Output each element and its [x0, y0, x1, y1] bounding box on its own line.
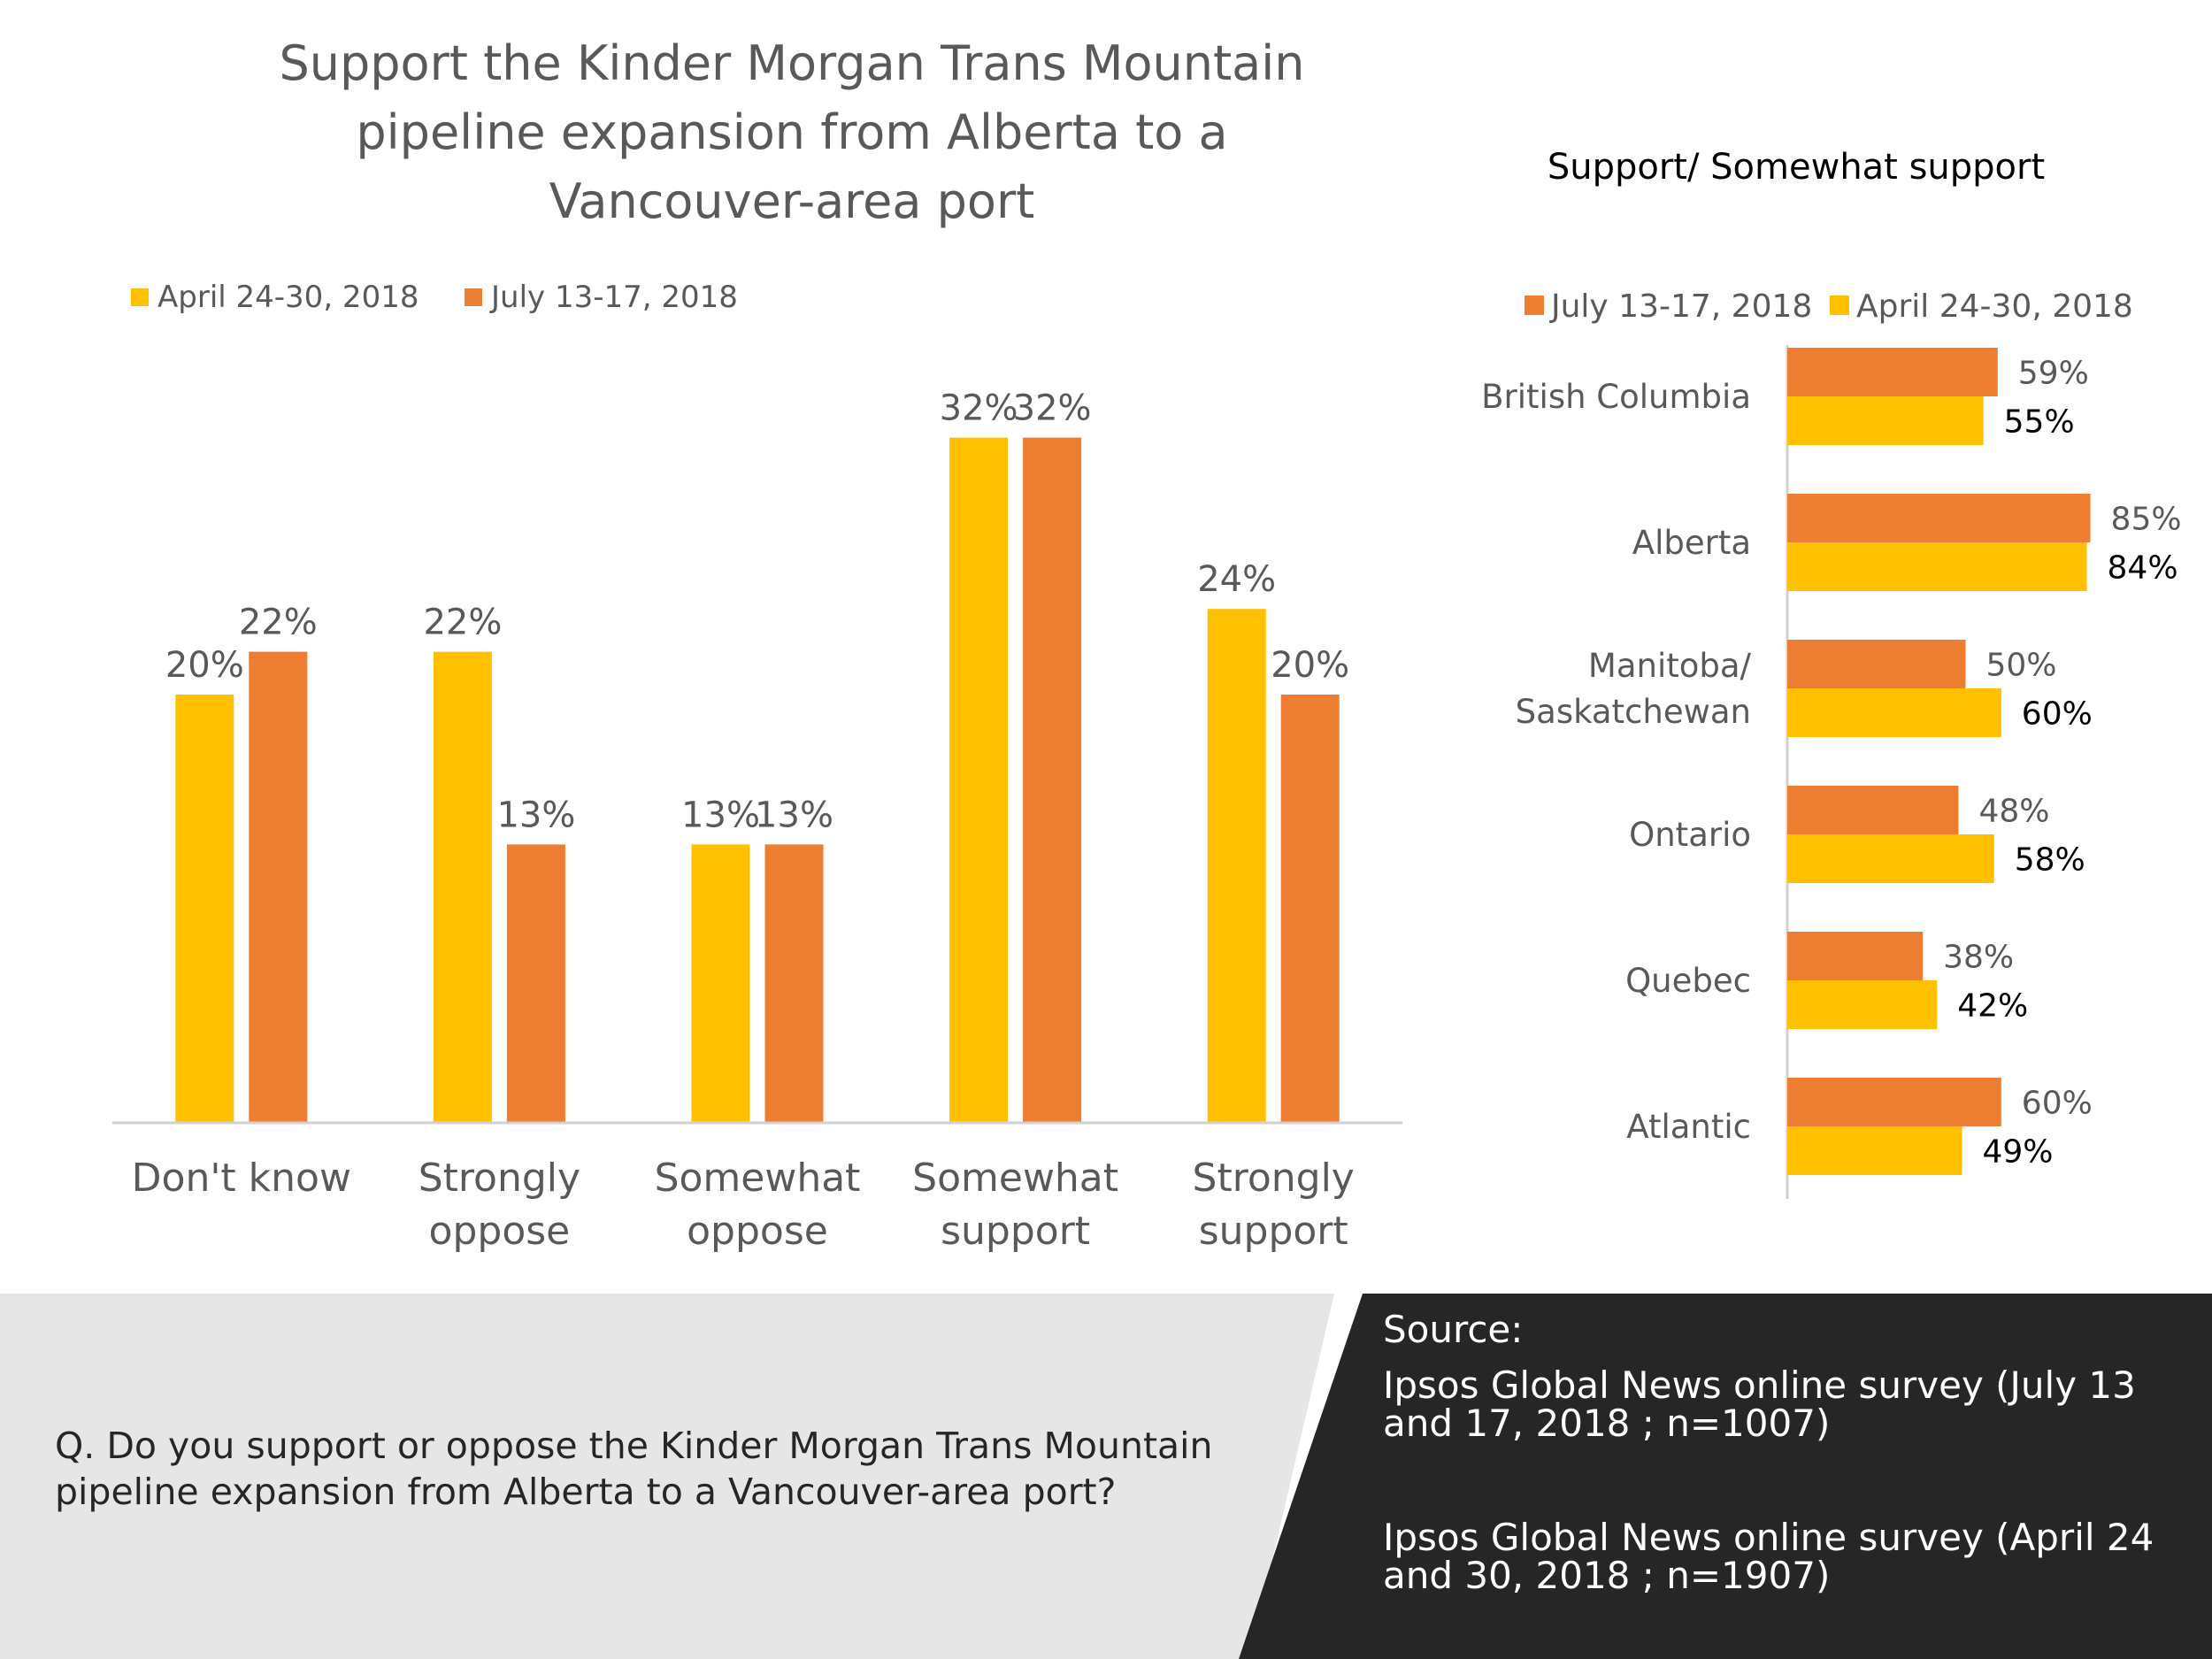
region-data-label-july-3: 48%: [1978, 794, 2049, 830]
region-data-label-july-5: 60%: [2022, 1086, 2093, 1122]
region-data-label-april-2: 60%: [2022, 696, 2093, 733]
region-bar-july-1: [1787, 494, 2091, 542]
main-column-chart: Support the Kinder Morgan Trans Mountain…: [112, 35, 1402, 1254]
bar-april-1: [433, 651, 492, 1123]
region-data-label-july-4: 38%: [1943, 940, 2014, 976]
bar-april-2: [691, 844, 750, 1123]
region-label-5-0: Atlantic: [1626, 1108, 1751, 1146]
region-data-label-july-1: 85%: [2111, 502, 2182, 538]
region-bar-july-3: [1787, 786, 1959, 834]
region-data-label-april-1: 84%: [2108, 550, 2178, 587]
legend-swatch-april: [131, 288, 149, 306]
region-data-label-april-3: 58%: [2015, 842, 2085, 879]
region-bar-chart: Support/ Somewhat support July 13-17, 20…: [1481, 147, 2182, 1199]
region-bar-april-0: [1787, 396, 1984, 445]
region-bar-april-1: [1787, 542, 2087, 591]
data-label-july-1: 13%: [496, 795, 575, 835]
region-bar-april-3: [1787, 834, 1994, 883]
region-bar-april-5: [1787, 1126, 1962, 1175]
legend-label-july: July 13-17, 2018: [489, 280, 738, 315]
data-label-april-3: 32%: [940, 388, 1018, 429]
data-label-july-3: 32%: [1013, 388, 1092, 429]
data-label-april-1: 22%: [423, 603, 502, 643]
region-legend-swatch-april: [1830, 296, 1849, 315]
bar-july-3: [1023, 437, 1082, 1124]
region-bar-july-0: [1787, 348, 1998, 396]
bar-july-4: [1280, 695, 1340, 1123]
category-label-3-1: support: [941, 1209, 1090, 1254]
data-label-april-0: 20%: [165, 645, 244, 686]
region-bar-july-4: [1787, 932, 1924, 980]
category-labels: Don't know Strongly oppose Somewhat oppose So…: [132, 1156, 1355, 1254]
legend-label-april: April 24-30, 2018: [157, 280, 419, 315]
category-label-1-1: oppose: [429, 1209, 571, 1254]
region-label-0-0: British Columbia: [1481, 378, 1751, 416]
column-bars: 20%22% 22%13% 13%13%32%32%24%20%: [165, 388, 1349, 1124]
chart-title-line-1: Support the Kinder Morgan Trans Mountain: [280, 35, 1305, 91]
bar-july-1: [506, 844, 565, 1123]
region-bar-april-2: [1787, 688, 2001, 737]
source-heading: Source:: [1383, 1308, 1523, 1351]
region-data-label-july-0: 59%: [2018, 356, 2089, 392]
region-label-2-0: Manitoba/: [1588, 647, 1752, 685]
region-chart-legend: July 13-17, 2018 April 24-30, 2018: [1525, 288, 2133, 325]
footer-question-panel: [0, 1294, 1334, 1659]
category-label-1-0: Strongly: [419, 1156, 580, 1201]
chart-legend: April 24-30, 2018 July 13-17, 2018: [131, 280, 738, 315]
bar-april-0: [175, 695, 234, 1123]
region-bars: 59% 55% 85% 84% 50% 60% 48% 58% 38% 42% 60% 49%: [1787, 348, 2182, 1175]
source-2-line-1: Ipsos Global News online survey (April 2…: [1383, 1516, 2154, 1559]
region-chart-title: Support/ Somewhat support: [1548, 147, 2045, 188]
region-data-label-july-2: 50%: [1986, 648, 2057, 684]
region-data-label-april-0: 55%: [2004, 404, 2075, 441]
source-1-line-2: and 17, 2018 ; n=1007): [1383, 1402, 1830, 1445]
region-legend-label-april: April 24-30, 2018: [1856, 288, 2133, 325]
region-data-label-april-5: 49%: [1982, 1134, 2053, 1171]
region-bar-july-2: [1787, 640, 1966, 688]
bar-july-2: [764, 844, 824, 1123]
data-label-april-2: 13%: [681, 795, 760, 835]
question-line-1: Q. Do you support or oppose the Kinder M…: [55, 1425, 1213, 1467]
region-label-1-0: Alberta: [1632, 524, 1751, 562]
category-label-2-1: oppose: [687, 1209, 828, 1254]
category-label-4-0: Strongly: [1193, 1156, 1355, 1201]
region-label-2-1: Saskatchewan: [1516, 693, 1751, 731]
category-label-4-1: support: [1199, 1209, 1348, 1254]
footer-source-panel: [1239, 1294, 2212, 1659]
footer-question: Q. Do you support or oppose the Kinder M…: [55, 1425, 1213, 1513]
region-bar-july-5: [1787, 1078, 2001, 1126]
legend-swatch-july: [465, 288, 482, 306]
data-label-april-4: 24%: [1197, 559, 1276, 600]
category-label-0-0: Don't know: [132, 1156, 351, 1201]
data-label-july-2: 13%: [755, 795, 833, 835]
region-label-3-0: Ontario: [1629, 816, 1751, 854]
region-bar-april-4: [1787, 980, 1938, 1029]
chart-title-line-3: Vancouver-area port: [549, 173, 1035, 229]
region-label-4-0: Quebec: [1625, 962, 1751, 1000]
chart-title-line-2: pipeline expansion from Alberta to a: [356, 104, 1227, 160]
bar-april-4: [1207, 609, 1266, 1123]
question-line-2: pipeline expansion from Alberta to a Van…: [55, 1471, 1116, 1513]
region-legend-label-july: July 13-17, 2018: [1549, 288, 1812, 325]
footer-source: Source: Ipsos Global News online survey …: [1383, 1308, 2154, 1597]
region-legend-swatch-july: [1525, 296, 1544, 315]
category-label-2-0: Somewhat: [655, 1156, 861, 1201]
data-label-july-0: 22%: [239, 603, 318, 643]
region-labels: British Columbia Alberta Manitoba/Saskatch…: [1481, 378, 1751, 1146]
region-data-label-april-4: 42%: [1957, 988, 2028, 1025]
category-label-3-0: Somewhat: [912, 1156, 1118, 1201]
bar-april-3: [949, 437, 1009, 1124]
bar-july-0: [249, 651, 308, 1123]
source-1-line-1: Ipsos Global News online survey (July 13: [1383, 1363, 2136, 1407]
source-2-line-2: and 30, 2018 ; n=1907): [1383, 1554, 1830, 1597]
data-label-july-4: 20%: [1271, 645, 1349, 686]
